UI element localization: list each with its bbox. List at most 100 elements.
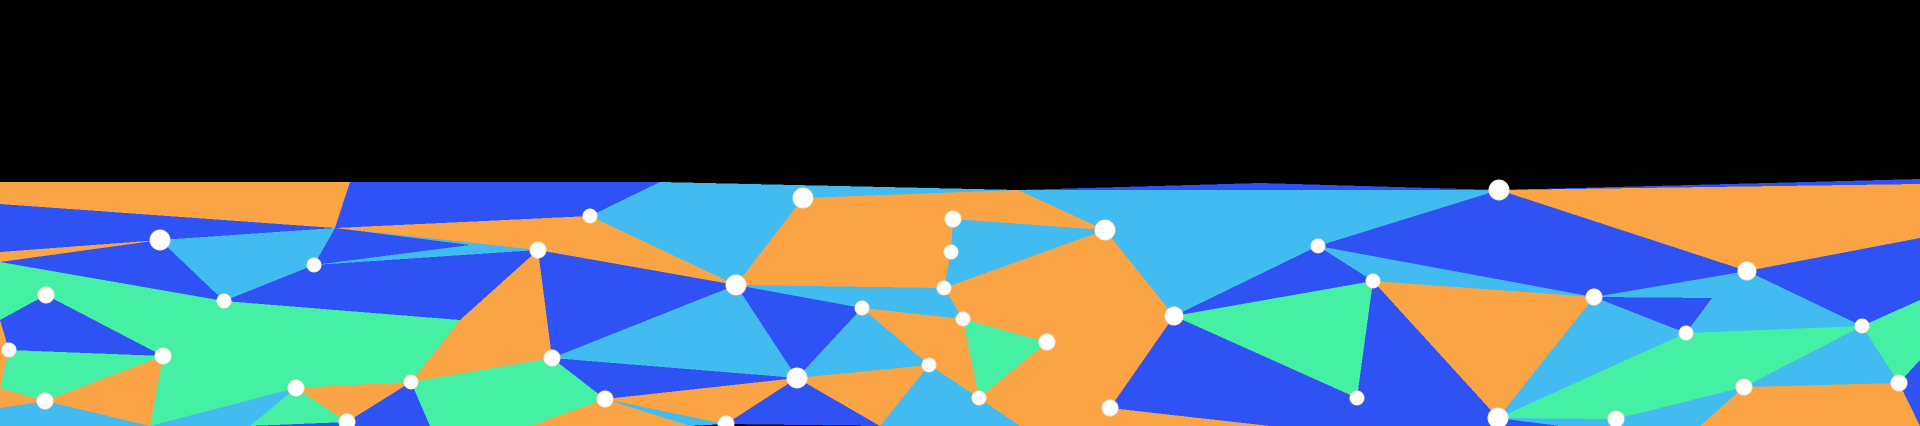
mesh-triangle-sky bbox=[880, 365, 979, 426]
network-node bbox=[1101, 399, 1119, 417]
network-node bbox=[1, 342, 17, 358]
network-node bbox=[1678, 325, 1694, 341]
mesh-triangle-sky bbox=[1560, 419, 1700, 426]
mesh-triangle-orange bbox=[862, 308, 963, 365]
mesh-triangle-orange bbox=[963, 230, 1105, 342]
mesh-triangle-mint bbox=[0, 262, 46, 320]
network-node bbox=[543, 349, 561, 367]
network-node bbox=[1890, 374, 1908, 392]
mesh-triangle-sky bbox=[1018, 190, 1499, 230]
mesh-triangle-orange bbox=[803, 190, 1018, 219]
mesh-triangle-mint bbox=[1616, 333, 1744, 419]
mesh-triangle-blue bbox=[9, 295, 163, 356]
mesh-triangle-blue bbox=[1747, 271, 1920, 326]
mesh-triangle-blue bbox=[0, 204, 335, 252]
mesh-triangle-sky bbox=[160, 228, 335, 265]
mesh-triangle-orange bbox=[45, 356, 163, 426]
mesh-triangle-sky bbox=[1616, 387, 1744, 426]
network-node bbox=[936, 280, 952, 296]
network-node bbox=[403, 374, 419, 390]
mesh-triangle-orange bbox=[1747, 195, 1920, 271]
mesh-triangle-orange bbox=[803, 198, 953, 252]
network-node bbox=[943, 244, 959, 260]
mesh-triangle-blue bbox=[1110, 316, 1357, 408]
mesh-triangle-sky bbox=[150, 388, 296, 426]
network-node bbox=[955, 311, 971, 327]
mesh-triangle-orange bbox=[979, 342, 1110, 408]
network-node bbox=[338, 413, 356, 426]
mesh-triangle-blue bbox=[736, 285, 862, 378]
mesh-triangle-blue bbox=[350, 182, 660, 216]
network-node bbox=[1737, 261, 1757, 281]
mesh-triangle-mint bbox=[250, 388, 347, 426]
mesh-triangle-sky bbox=[736, 285, 944, 308]
mesh-triangle-blue bbox=[1018, 183, 1499, 190]
mesh-triangle-orange bbox=[1047, 316, 1174, 408]
mesh-triangle-blue bbox=[0, 240, 224, 301]
mesh-triangle-sky bbox=[660, 182, 1018, 198]
network-node bbox=[1164, 306, 1184, 326]
network-node bbox=[854, 300, 870, 316]
mesh-triangle-mint bbox=[1174, 281, 1373, 398]
network-node bbox=[1854, 318, 1870, 334]
network-node bbox=[1349, 390, 1365, 406]
mesh-triangle-mint bbox=[411, 358, 605, 399]
mesh-triangle-mint bbox=[163, 320, 460, 382]
network-node bbox=[725, 274, 747, 296]
network-node bbox=[921, 357, 937, 373]
mesh-triangle-orange bbox=[1047, 230, 1174, 342]
mesh-triangle-mint bbox=[0, 262, 224, 301]
mesh-triangle-sky bbox=[1105, 230, 1318, 316]
mesh-triangle-sky bbox=[1744, 326, 1899, 387]
mesh-triangle-mint bbox=[150, 356, 296, 426]
mesh-triangle-blue bbox=[1499, 179, 1920, 190]
mesh-triangle-blue bbox=[1357, 398, 1498, 426]
mesh-triangle-orange bbox=[530, 399, 690, 426]
mesh-triangle-orange bbox=[1744, 383, 1899, 426]
network-node bbox=[1310, 238, 1326, 254]
mesh-triangle-blue bbox=[335, 182, 590, 228]
mesh-triangle-mint bbox=[411, 382, 530, 426]
mesh-triangle-blue bbox=[726, 378, 880, 426]
mesh-triangle-mint bbox=[1498, 333, 1686, 419]
network-node bbox=[154, 347, 172, 365]
mesh-triangle-blue bbox=[1357, 281, 1498, 418]
mesh-triangle-sky bbox=[590, 198, 803, 285]
mesh-triangle-sky bbox=[951, 219, 1105, 252]
mesh-triangle-mint bbox=[163, 301, 460, 356]
network-node bbox=[792, 187, 814, 209]
mesh-triangle-orange bbox=[460, 250, 552, 358]
mesh-triangle-blue bbox=[1174, 246, 1373, 316]
mesh-triangle-sky bbox=[862, 288, 963, 319]
network-node-layer bbox=[1, 179, 1908, 426]
mesh-triangle-orange bbox=[296, 382, 411, 422]
network-node bbox=[582, 208, 598, 224]
mesh-triangle-mint bbox=[963, 319, 1047, 398]
mesh-triangle-blue bbox=[1499, 190, 1747, 297]
mesh-triangle-blue bbox=[1899, 360, 1920, 426]
mesh-triangle-sky bbox=[160, 240, 314, 301]
mesh-triangle-mint bbox=[163, 356, 411, 388]
mesh-triangle-blue bbox=[1270, 398, 1450, 426]
mesh-triangle-blue bbox=[224, 250, 538, 320]
network-node bbox=[596, 390, 614, 408]
mesh-triangle-sky bbox=[1318, 246, 1594, 297]
network-node bbox=[1365, 273, 1381, 289]
network-node bbox=[944, 210, 962, 228]
mesh-triangle-sky bbox=[552, 285, 797, 378]
mesh-triangle-sky bbox=[1498, 418, 1616, 426]
mesh-triangle-mint bbox=[0, 350, 45, 401]
network-node bbox=[1094, 219, 1116, 241]
mesh-triangle-mint bbox=[1686, 326, 1862, 387]
network-node bbox=[529, 241, 547, 259]
network-node bbox=[37, 286, 55, 304]
mesh-triangle-orange bbox=[538, 216, 736, 285]
network-node bbox=[717, 415, 735, 426]
network-node bbox=[1585, 288, 1603, 306]
mesh-triangle-sky bbox=[1594, 271, 1862, 326]
network-node bbox=[216, 293, 232, 309]
mesh-triangle-blue bbox=[0, 295, 46, 350]
mesh-triangle-orange bbox=[929, 319, 979, 398]
mesh-triangle-orange bbox=[979, 398, 1110, 426]
mesh-triangle-mint bbox=[46, 295, 224, 356]
